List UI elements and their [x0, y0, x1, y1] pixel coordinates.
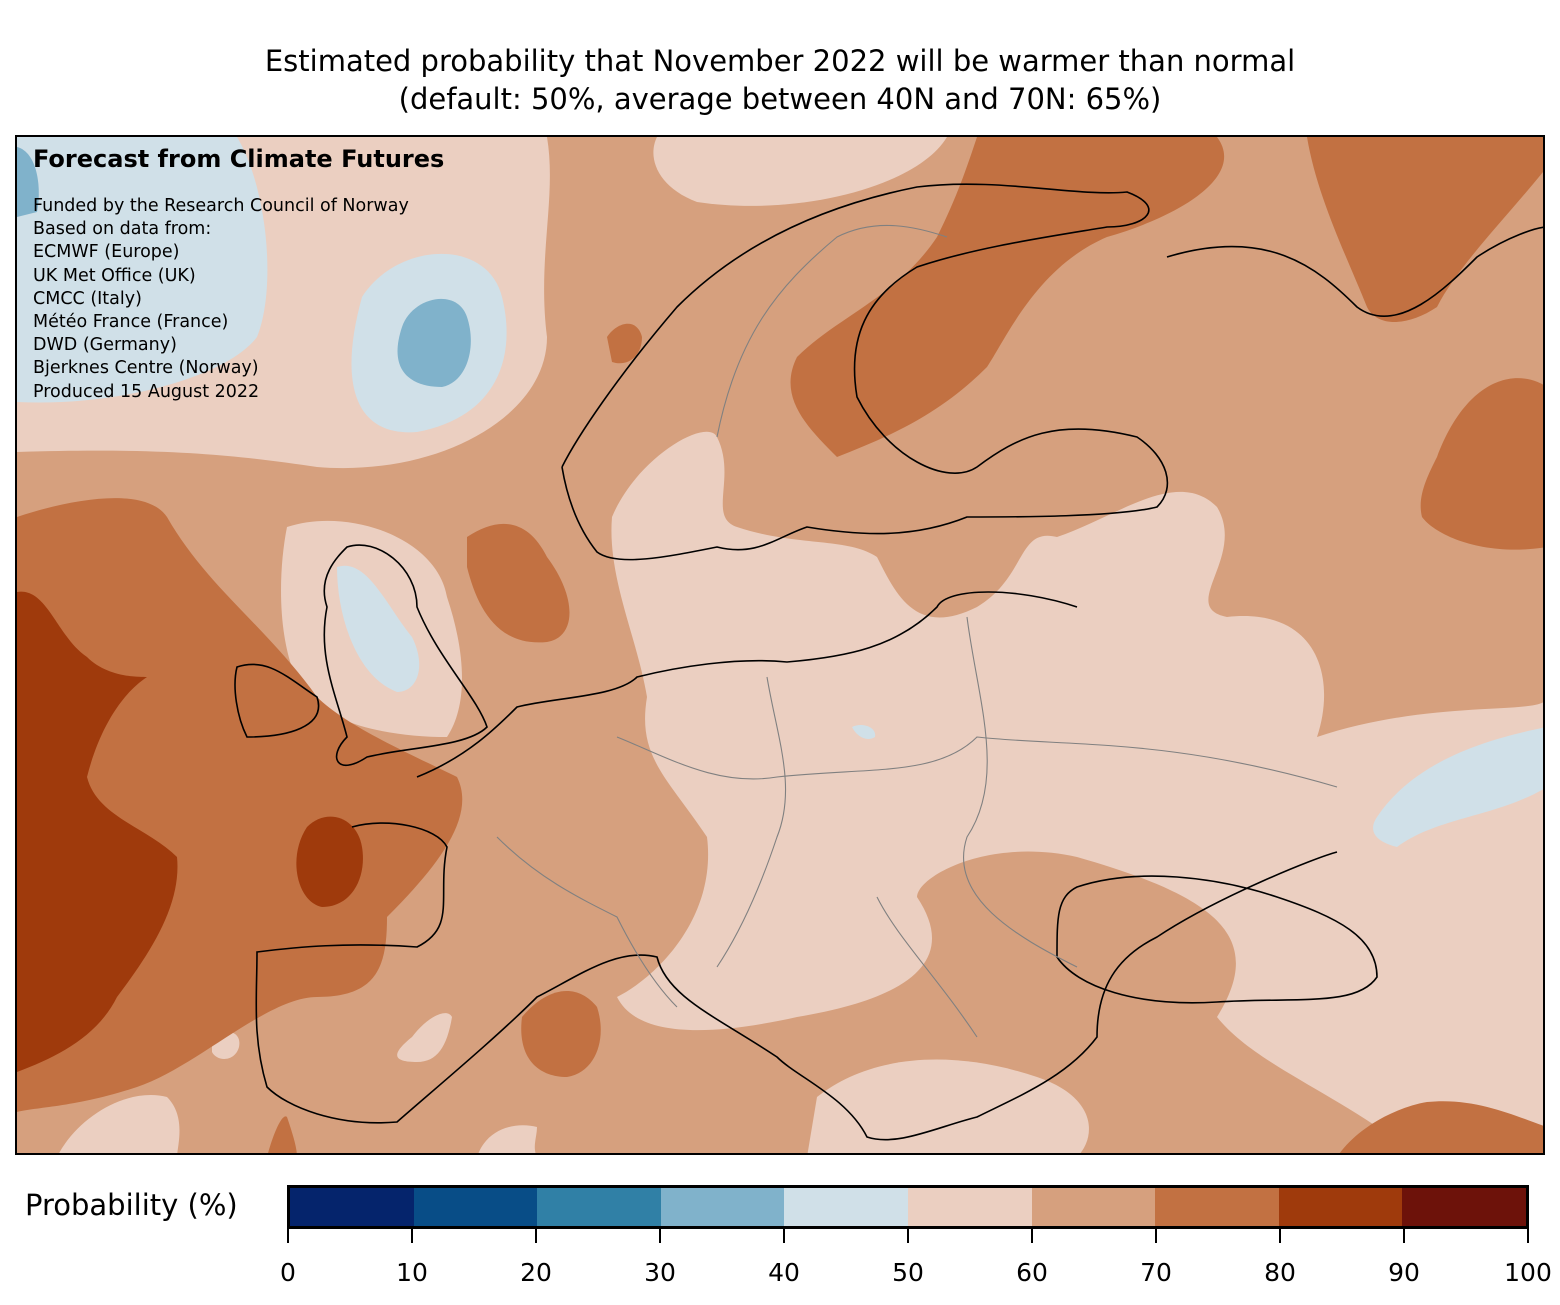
- colorbar-segment: [413, 1188, 538, 1226]
- colorbar-segment: [1031, 1188, 1156, 1226]
- colorbar-tick-mark: [1155, 1229, 1157, 1243]
- credit-line: UK Met Office (UK): [33, 265, 196, 286]
- credit-line: Météo France (France): [33, 312, 229, 333]
- colorbar-tick-mark: [287, 1229, 289, 1243]
- colorbar-tick-mark: [1279, 1229, 1281, 1243]
- colorbar-tick-mark: [1031, 1229, 1033, 1243]
- title-line-2: (default: 50%, average between 40N and 7…: [398, 82, 1162, 116]
- credit-line: Produced 15 August 2022: [33, 381, 260, 402]
- colorbar-tick-mark: [907, 1229, 909, 1243]
- credit-line: Funded by the Research Council of Norway: [33, 196, 409, 216]
- credit-line: Based on data from:: [33, 219, 212, 240]
- colorbar-segment: [1155, 1188, 1279, 1226]
- credit-line: CMCC (Italy): [33, 288, 142, 309]
- colorbar-tick-label: 60: [1016, 1258, 1048, 1287]
- colorbar-tick-label: 90: [1388, 1258, 1420, 1287]
- coastlines: [234, 183, 1543, 1141]
- colorbar-tick-label: 70: [1140, 1258, 1172, 1287]
- colorbar-tick-mark: [659, 1229, 661, 1243]
- colorbar-tick-mark: [1527, 1229, 1529, 1243]
- credit-line: ECMWF (Europe): [33, 242, 180, 263]
- map-contours: [17, 137, 1543, 1153]
- colorbar-tick-label: 20: [520, 1258, 552, 1287]
- overlay-heading: Forecast from Climate Futures: [33, 145, 445, 173]
- colorbar-segment: [290, 1188, 414, 1226]
- band-30-40: [17, 147, 471, 387]
- colorbar-tick-label: 40: [768, 1258, 800, 1287]
- colorbar-tick-mark: [1403, 1229, 1405, 1243]
- band-80-90: [17, 591, 363, 1072]
- colorbar-segment: [660, 1188, 785, 1226]
- colorbar-label: Probability (%): [25, 1188, 238, 1222]
- colorbar-segment: [1278, 1188, 1403, 1226]
- colorbar-tick-label: 30: [644, 1258, 676, 1287]
- title-line-1: Estimated probability that November 2022…: [264, 44, 1296, 78]
- colorbar-tick-label: 100: [1504, 1258, 1552, 1287]
- colorbar-tick-label: 10: [396, 1258, 428, 1287]
- probability-map: Forecast from Climate Futures Funded by …: [15, 135, 1545, 1155]
- country-borders: [496, 224, 1338, 1038]
- colorbar-tick-mark: [783, 1229, 785, 1243]
- credit-line: Bjerknes Centre (Norway): [33, 358, 259, 379]
- credit-line: DWD (Germany): [33, 335, 177, 356]
- colorbar-tick-label: 80: [1264, 1258, 1296, 1287]
- colorbar-segment: [907, 1188, 1032, 1226]
- colorbar-tick-label: 50: [892, 1258, 924, 1287]
- colorbar-tick-label: 0: [280, 1258, 296, 1287]
- colorbar: [287, 1185, 1529, 1229]
- colorbar-tick-mark: [411, 1229, 413, 1243]
- overlay-credits: Funded by the Research Council of Norway…: [33, 195, 409, 404]
- colorbar-segment: [784, 1188, 908, 1226]
- colorbar-segment: [1402, 1188, 1526, 1226]
- colorbar-segment: [537, 1188, 661, 1226]
- colorbar-tick-mark: [535, 1229, 537, 1243]
